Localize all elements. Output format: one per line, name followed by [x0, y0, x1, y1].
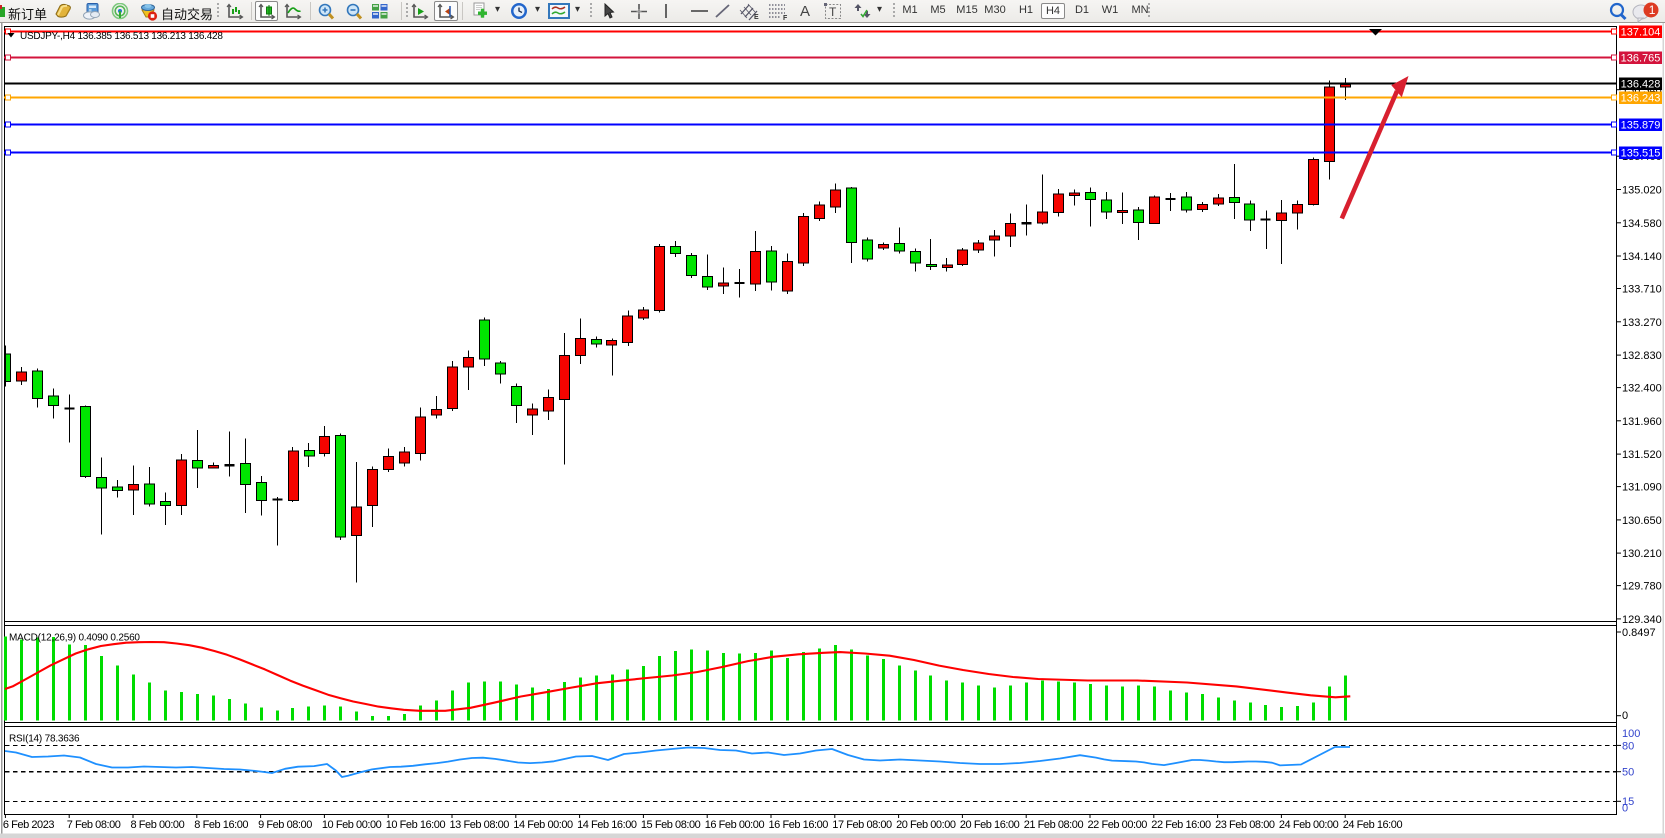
svg-text:0: 0 — [1622, 803, 1628, 815]
svg-text:10 Feb 00:00: 10 Feb 00:00 — [322, 819, 382, 831]
svg-text:133.710: 133.710 — [1622, 284, 1662, 296]
svg-text:T: T — [829, 5, 837, 19]
svg-text:136.765: 136.765 — [1621, 53, 1661, 65]
svg-text:131.090: 131.090 — [1622, 482, 1662, 494]
svg-text:0: 0 — [1622, 710, 1628, 722]
svg-text:15 Feb 08:00: 15 Feb 08:00 — [641, 819, 701, 831]
svg-text:129.780: 129.780 — [1622, 581, 1662, 593]
svg-text:9 Feb 08:00: 9 Feb 08:00 — [258, 819, 312, 831]
svg-text:7 Feb 08:00: 7 Feb 08:00 — [67, 819, 121, 831]
svg-text:132.830: 132.830 — [1622, 350, 1662, 362]
svg-text:135.515: 135.515 — [1621, 148, 1661, 160]
svg-text:131.960: 131.960 — [1622, 416, 1662, 428]
svg-text:16 Feb 00:00: 16 Feb 00:00 — [705, 819, 765, 831]
svg-text:135.020: 135.020 — [1622, 185, 1662, 197]
svg-text:13 Feb 08:00: 13 Feb 08:00 — [450, 819, 510, 831]
svg-text:130.650: 130.650 — [1622, 515, 1662, 527]
svg-text:20 Feb 00:00: 20 Feb 00:00 — [896, 819, 956, 831]
svg-text:136.243: 136.243 — [1621, 93, 1661, 105]
svg-text:24 Feb 00:00: 24 Feb 00:00 — [1279, 819, 1339, 831]
svg-text:130.210: 130.210 — [1622, 548, 1662, 560]
svg-text:22 Feb 00:00: 22 Feb 00:00 — [1088, 819, 1148, 831]
svg-text:0.8497: 0.8497 — [1622, 627, 1656, 639]
svg-text:100: 100 — [1622, 728, 1640, 740]
svg-text:15: 15 — [1622, 796, 1634, 808]
svg-text:132.400: 132.400 — [1622, 383, 1662, 395]
svg-text:133.270: 133.270 — [1622, 317, 1662, 329]
svg-text:135.879: 135.879 — [1621, 120, 1661, 132]
svg-text:22 Feb 16:00: 22 Feb 16:00 — [1151, 819, 1211, 831]
svg-text:RSI(14) 78.3636: RSI(14) 78.3636 — [9, 734, 80, 745]
svg-text:17 Feb 08:00: 17 Feb 08:00 — [832, 819, 892, 831]
svg-text:16 Feb 16:00: 16 Feb 16:00 — [769, 819, 829, 831]
svg-text:134.140: 134.140 — [1622, 251, 1662, 263]
svg-text:131.520: 131.520 — [1622, 449, 1662, 461]
svg-text:80: 80 — [1622, 741, 1634, 753]
svg-text:14 Feb 16:00: 14 Feb 16:00 — [577, 819, 637, 831]
svg-text:137.104: 137.104 — [1621, 27, 1661, 39]
svg-text:21 Feb 08:00: 21 Feb 08:00 — [1024, 819, 1084, 831]
svg-text:10 Feb 16:00: 10 Feb 16:00 — [386, 819, 446, 831]
svg-text:8 Feb 16:00: 8 Feb 16:00 — [194, 819, 248, 831]
svg-text:F: F — [783, 15, 788, 22]
svg-text:USDJPY-,H4 136.385 136.513 13: USDJPY-,H4 136.385 136.513 136.213 136.4… — [20, 31, 223, 42]
svg-text:50: 50 — [1622, 767, 1634, 779]
svg-text:MACD(12,26,9) 0.4090 0.2560: MACD(12,26,9) 0.4090 0.2560 — [9, 633, 140, 644]
svg-text:20 Feb 16:00: 20 Feb 16:00 — [960, 819, 1020, 831]
svg-text:134.580: 134.580 — [1622, 218, 1662, 230]
svg-text:23 Feb 08:00: 23 Feb 08:00 — [1215, 819, 1275, 831]
svg-text:1: 1 — [1649, 3, 1656, 17]
svg-text:6 Feb 2023: 6 Feb 2023 — [3, 819, 54, 831]
svg-text:8 Feb 00:00: 8 Feb 00:00 — [131, 819, 185, 831]
svg-text:129.340: 129.340 — [1622, 614, 1662, 626]
svg-text:136.428: 136.428 — [1621, 79, 1661, 91]
svg-text:24 Feb 16:00: 24 Feb 16:00 — [1343, 819, 1403, 831]
svg-text:E: E — [754, 14, 759, 21]
svg-text:14 Feb 00:00: 14 Feb 00:00 — [513, 819, 573, 831]
